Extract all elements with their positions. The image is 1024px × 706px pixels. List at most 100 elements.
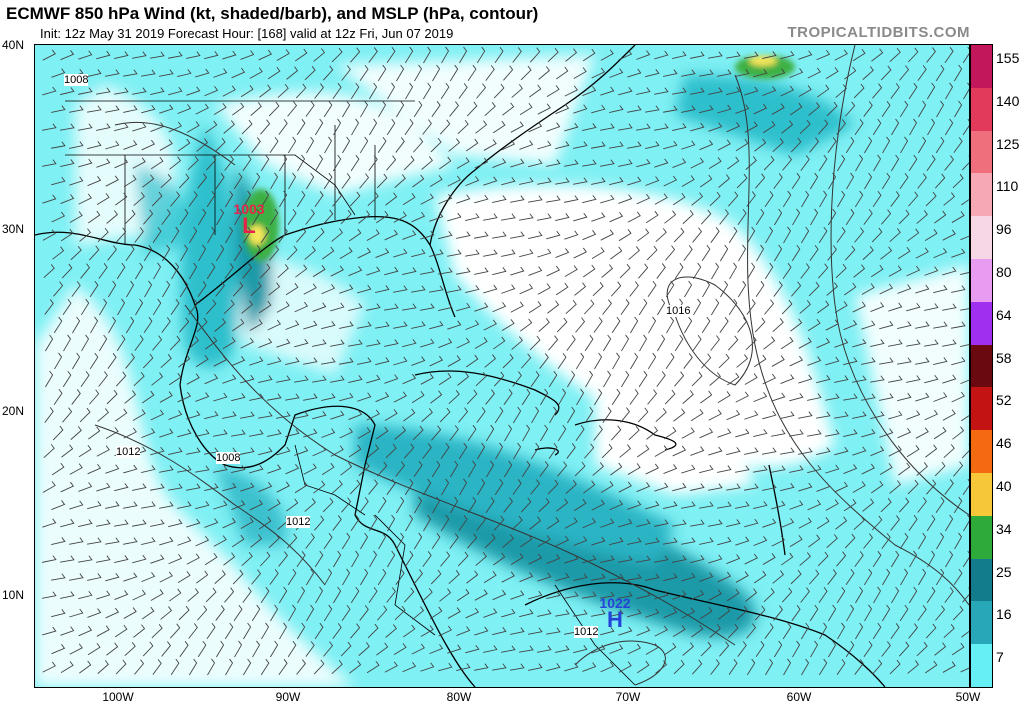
- wind-barb: [349, 479, 361, 495]
- wind-barb: [789, 535, 803, 548]
- wind-barb: [789, 392, 804, 402]
- wind-barb: [107, 353, 117, 369]
- wind-barb: [672, 123, 687, 132]
- wind-barb: [618, 86, 633, 96]
- wind-barb: [863, 533, 874, 549]
- wind-barb: [897, 321, 912, 329]
- wind-barb: [684, 280, 693, 298]
- wind-barb: [313, 480, 326, 494]
- wind-barb: [511, 336, 523, 350]
- wind-barb: [144, 280, 153, 298]
- wind-barb: [726, 447, 741, 456]
- wind-barb: [250, 102, 262, 116]
- wind-barb: [369, 118, 378, 136]
- wind-barb: [468, 460, 477, 478]
- wind-barb: [261, 190, 270, 208]
- wind-barb: [368, 514, 378, 532]
- wind-barb: [960, 308, 969, 311]
- wind-barb: [493, 515, 505, 531]
- wind-barb: [945, 514, 954, 532]
- wind-barb: [294, 375, 309, 383]
- wind-barb: [718, 353, 730, 369]
- wind-barb: [636, 87, 651, 95]
- wind-barb: [357, 357, 372, 365]
- wind-barb: [942, 374, 957, 384]
- wind-barb: [593, 425, 603, 441]
- wind-barb: [169, 335, 181, 351]
- wind-barb: [519, 645, 534, 653]
- wind-barb: [375, 248, 390, 258]
- wind-barb: [72, 352, 81, 370]
- wind-barb: [585, 370, 594, 388]
- wind-barb: [933, 247, 948, 259]
- wind-barb: [555, 213, 570, 222]
- wind-barb: [52, 246, 65, 260]
- wind-barb: [420, 230, 435, 240]
- wind-barb: [879, 320, 894, 330]
- wind-barb: [789, 102, 803, 116]
- wind-barb: [360, 532, 369, 550]
- wind-barb: [441, 46, 450, 64]
- map-title: ECMWF 850 hPa Wind (kt, shaded/barb), an…: [6, 4, 539, 23]
- wind-barb: [810, 208, 819, 226]
- wind-barb: [267, 499, 281, 511]
- wind-barb: [79, 228, 92, 242]
- wind-barb: [574, 461, 586, 477]
- wind-barb: [807, 393, 822, 401]
- wind-barb: [501, 645, 516, 653]
- wind-barb: [816, 447, 831, 455]
- wind-barb: [708, 122, 723, 132]
- wind-barb: [286, 498, 299, 512]
- wind-barb: [609, 68, 624, 78]
- wind-barb: [285, 357, 300, 365]
- wind-barb: [555, 572, 570, 582]
- wind-barb: [159, 501, 174, 509]
- wind-barb: [123, 105, 138, 113]
- wind-barb: [828, 640, 837, 658]
- wind-barb: [881, 604, 891, 622]
- wind-barb: [179, 317, 190, 333]
- wind-barb: [249, 464, 264, 474]
- wind-barb: [934, 642, 947, 656]
- colorbar-label: 64: [996, 306, 1012, 323]
- wind-barb: [513, 442, 522, 460]
- wind-barb: [681, 427, 695, 439]
- wind-barb: [556, 317, 568, 333]
- wind-barb: [492, 589, 507, 601]
- wind-barb: [483, 176, 498, 186]
- wind-barb: [240, 84, 254, 98]
- wind-barb: [420, 662, 435, 672]
- wind-barb: [945, 82, 954, 100]
- wind-barb: [871, 227, 883, 243]
- wind-barb: [134, 335, 144, 351]
- wind-barb: [267, 464, 282, 474]
- wind-barb: [511, 84, 523, 98]
- wind-barb: [105, 464, 120, 474]
- map-canvas: [35, 45, 969, 687]
- wind-barb: [564, 85, 578, 97]
- wind-barb: [369, 550, 378, 568]
- wind-barb: [718, 606, 731, 620]
- wind-barb: [42, 661, 56, 673]
- wind-barb: [591, 536, 606, 546]
- wind-barb: [933, 357, 948, 365]
- wind-barb: [537, 609, 552, 617]
- wind-barb: [708, 51, 723, 59]
- lat-label-20n: 20N: [2, 404, 25, 418]
- wind-barb: [87, 176, 102, 187]
- wind-barb: [447, 320, 462, 330]
- wind-barb: [231, 429, 246, 437]
- wind-barb: [358, 210, 371, 224]
- wind-barb: [159, 69, 174, 77]
- wind-barb: [951, 248, 966, 258]
- wind-barb: [933, 321, 948, 329]
- wind-barb: [394, 605, 406, 621]
- wind-barb: [305, 533, 315, 549]
- wind-barb: [927, 118, 936, 136]
- wind-barb: [450, 460, 459, 478]
- wind-barb: [618, 49, 633, 61]
- wind-barb: [179, 641, 189, 657]
- wind-barb: [213, 535, 227, 547]
- wind-barb: [186, 518, 201, 528]
- wind-barb: [908, 515, 918, 531]
